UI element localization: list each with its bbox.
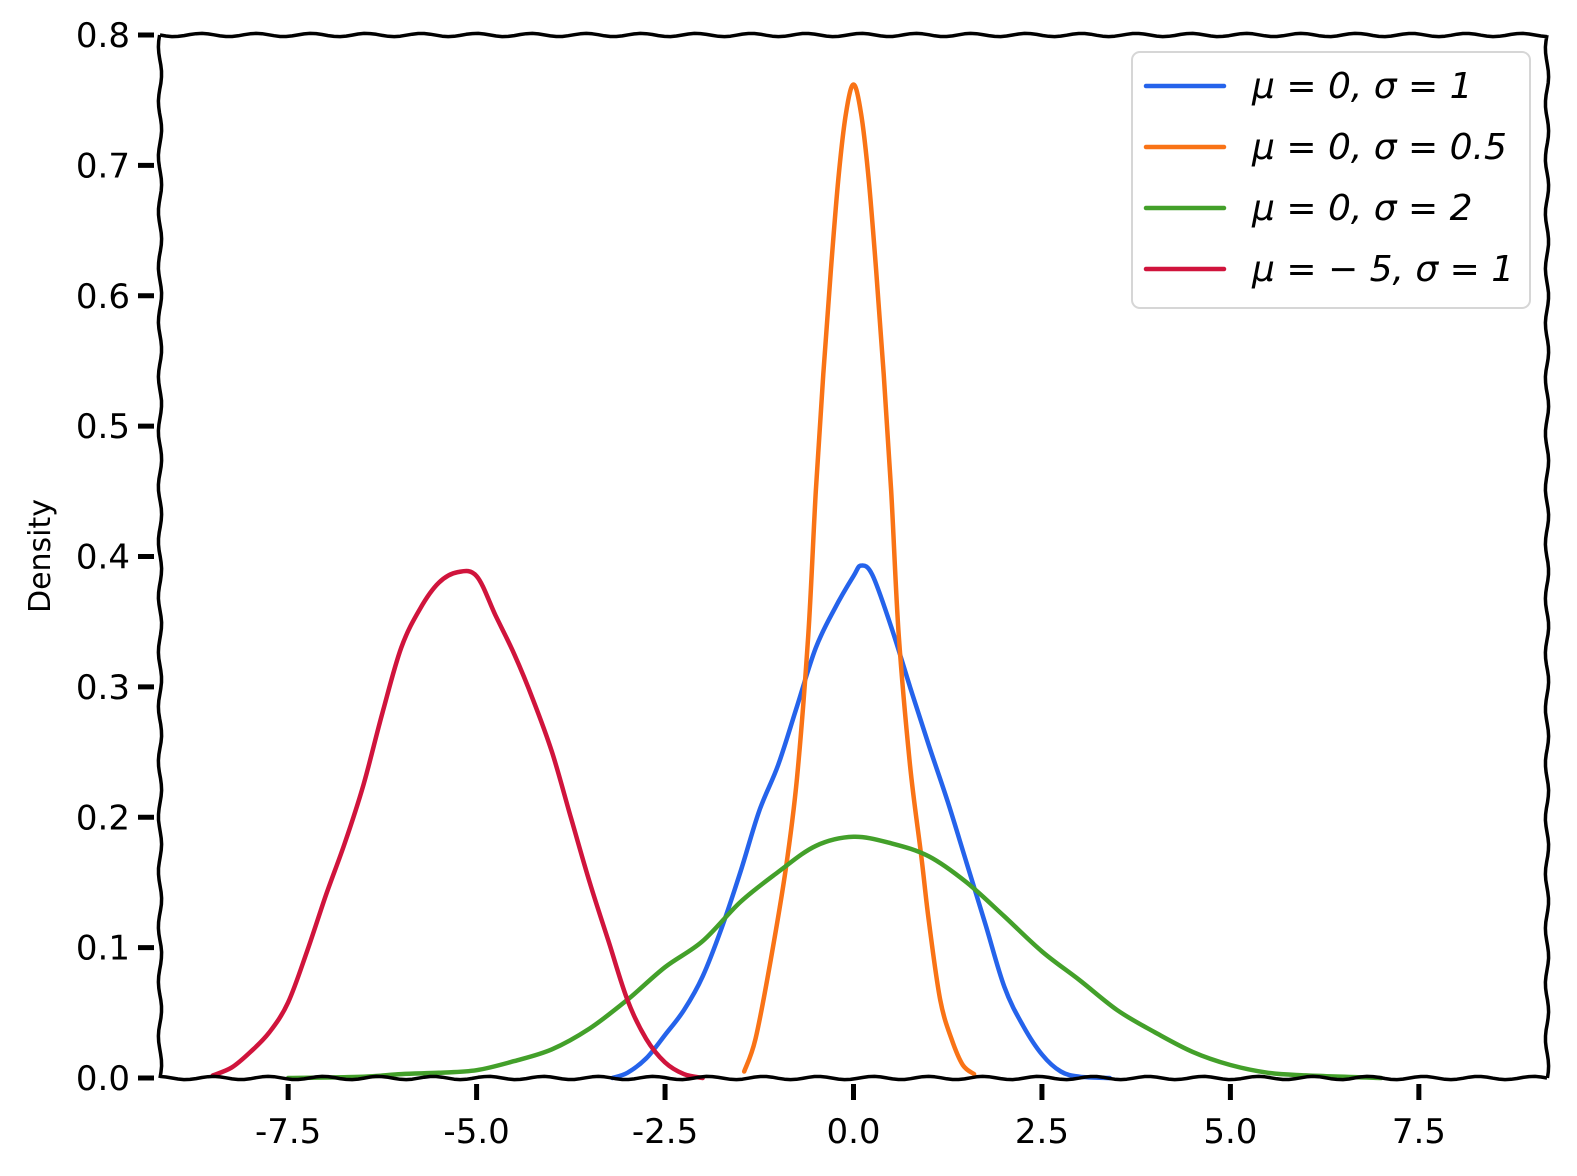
x-tick-label: 5.0 — [1203, 1112, 1257, 1152]
y-tick-label: 0.8 — [76, 16, 130, 56]
legend-label: μ = 0, σ = 2 — [1251, 188, 1473, 229]
y-tick-label: 0.5 — [76, 407, 130, 447]
legend-box — [1131, 51, 1531, 309]
x-axis-ticks: -7.5 -5.0 -2.5 0.0 2.5 5.0 7.5 — [255, 1084, 1446, 1152]
x-tick-label: -7.5 — [255, 1112, 321, 1152]
series-line-1 — [610, 563, 1113, 1081]
x-tick-label: 2.5 — [1015, 1112, 1069, 1152]
y-tick-label: 0.1 — [76, 929, 130, 969]
series-line-4 — [210, 568, 705, 1081]
legend-label: μ = 0, σ = 1 — [1251, 66, 1473, 107]
x-tick-label: 7.5 — [1392, 1112, 1446, 1152]
legend-label: μ = 0, σ = 0.5 — [1251, 127, 1507, 168]
y-axis-ticks: 0.0 0.1 0.2 0.3 0.4 0.5 0.6 0.7 0.8 — [76, 16, 154, 1099]
legend-label: μ = − 5, σ = 1 — [1251, 249, 1514, 290]
y-axis-label: Density — [23, 499, 58, 613]
y-tick-label: 0.2 — [76, 798, 130, 838]
series-layer — [210, 82, 1384, 1081]
y-tick-label: 0.0 — [76, 1059, 130, 1099]
x-tick-label: -5.0 — [443, 1112, 509, 1152]
y-tick-label: 0.4 — [76, 538, 130, 578]
x-tick-label: -2.5 — [632, 1112, 698, 1152]
legend: μ = 0, σ = 1 μ = 0, σ = 0.5 μ = 0, σ = 2 μ … — [1131, 51, 1531, 309]
x-tick-label: 0.0 — [826, 1112, 880, 1152]
legend-items: μ = 0, σ = 1 μ = 0, σ = 0.5 μ = 0, σ = 2 μ … — [1143, 66, 1514, 290]
plot-frame — [156, 31, 1551, 1082]
y-tick-label: 0.6 — [76, 277, 130, 317]
series-line-2 — [741, 82, 977, 1077]
series-line-3 — [285, 834, 1384, 1081]
y-tick-label: 0.7 — [76, 146, 130, 186]
y-tick-label: 0.3 — [76, 668, 130, 708]
